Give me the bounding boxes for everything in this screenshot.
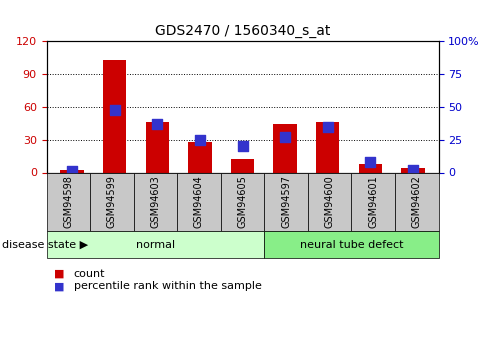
Point	[196, 137, 204, 142]
Point	[239, 144, 246, 149]
Point	[324, 124, 332, 129]
Text: normal: normal	[136, 240, 175, 249]
Bar	[273, 125, 297, 172]
Text: GSM94605: GSM94605	[238, 175, 247, 228]
Point	[281, 134, 289, 140]
Text: GSM94602: GSM94602	[412, 175, 422, 228]
Text: GSM94599: GSM94599	[107, 175, 117, 228]
Bar	[146, 122, 169, 172]
Point	[68, 168, 76, 174]
Text: GSM94598: GSM94598	[63, 175, 74, 228]
Bar	[188, 142, 212, 172]
Bar	[60, 170, 84, 172]
Point	[409, 167, 417, 172]
Bar	[316, 122, 340, 172]
Bar	[359, 164, 382, 172]
Text: GSM94601: GSM94601	[368, 176, 378, 228]
Text: count: count	[74, 269, 105, 278]
Bar	[103, 60, 126, 172]
Bar	[231, 159, 254, 172]
Point	[111, 107, 119, 112]
Text: disease state ▶: disease state ▶	[2, 240, 89, 249]
Title: GDS2470 / 1560340_s_at: GDS2470 / 1560340_s_at	[155, 23, 330, 38]
Text: GSM94597: GSM94597	[281, 175, 291, 228]
Text: GSM94600: GSM94600	[325, 176, 335, 228]
Text: GSM94603: GSM94603	[150, 176, 160, 228]
Bar	[401, 168, 425, 172]
Text: ■: ■	[54, 282, 64, 291]
Point	[367, 159, 374, 165]
Text: neural tube defect: neural tube defect	[300, 240, 403, 249]
Point	[153, 121, 161, 127]
Text: percentile rank within the sample: percentile rank within the sample	[74, 282, 261, 291]
Text: ■: ■	[54, 269, 64, 278]
Text: GSM94604: GSM94604	[194, 176, 204, 228]
